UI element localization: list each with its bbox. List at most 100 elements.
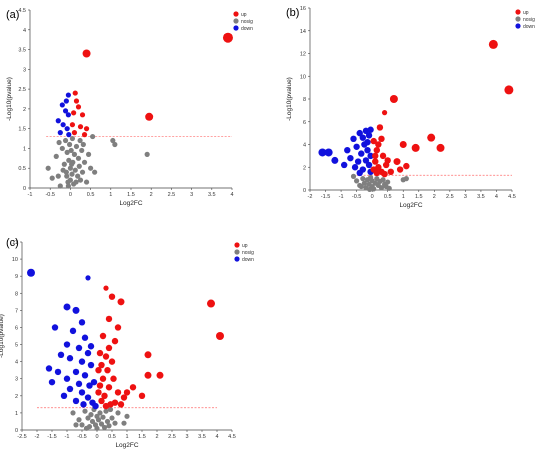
point-up	[381, 110, 388, 116]
x-tick-label: 1.5	[127, 192, 135, 198]
point-up	[71, 110, 77, 116]
point-up	[144, 351, 152, 359]
point-down	[350, 135, 357, 143]
point-up	[72, 90, 78, 96]
point-down	[351, 164, 359, 171]
x-tick-label: -1.5	[321, 194, 330, 200]
point-nosig	[60, 167, 66, 173]
point-nosig	[67, 177, 73, 183]
x-tick-label: 3.5	[477, 194, 485, 200]
point-nosig	[360, 176, 366, 182]
point-down	[57, 130, 63, 136]
y-tick-label: 7	[15, 308, 18, 314]
point-down	[86, 382, 93, 389]
point-nosig	[385, 179, 391, 185]
point-down	[55, 118, 61, 124]
x-tick-label: 1.5	[138, 434, 146, 440]
y-tick-label: 4	[15, 360, 18, 366]
point-up	[144, 371, 152, 379]
legend-label-nosig: nosig	[241, 19, 253, 25]
point-up	[411, 143, 420, 152]
point-nosig	[64, 149, 70, 155]
x-axis-title: Log2FC	[399, 202, 422, 209]
point-up	[436, 143, 445, 152]
point-nosig	[367, 186, 373, 193]
x-tick-label: 2	[150, 192, 153, 198]
y-tick-label: 4	[303, 143, 306, 149]
y-tick-label: 2	[23, 107, 26, 113]
point-down	[318, 148, 327, 157]
point-nosig	[53, 153, 59, 159]
point-up	[393, 158, 401, 166]
x-tick-label: -2	[35, 434, 40, 440]
point-down	[340, 161, 348, 169]
legend-label-down: down	[241, 26, 253, 32]
legend-label-nosig: nosig	[242, 250, 254, 256]
point-down	[324, 148, 333, 157]
point-down	[365, 132, 373, 139]
legend-label-down: down	[242, 257, 254, 263]
y-tick-label: 1	[23, 146, 26, 152]
point-nosig	[80, 141, 86, 148]
point-nosig	[57, 183, 63, 189]
point-nosig	[77, 137, 83, 144]
point-down	[65, 112, 71, 118]
legend-label-up: up	[523, 10, 529, 16]
x-tick-label: -2.5	[17, 434, 26, 440]
x-tick-label: -1	[65, 434, 70, 440]
x-tick-label: -0.5	[352, 194, 361, 200]
point-up	[373, 146, 381, 154]
point-up	[96, 382, 104, 389]
point-down	[364, 139, 371, 146]
point-nosig	[79, 147, 85, 154]
point-nosig	[64, 173, 70, 179]
point-nosig	[66, 141, 73, 148]
point-down	[65, 92, 71, 98]
point-nosig	[56, 139, 62, 146]
point-down	[66, 355, 74, 362]
y-axis-title: -Log10(pvalue)	[6, 77, 13, 121]
point-up	[71, 130, 78, 136]
point-nosig	[71, 151, 78, 157]
point-down	[45, 365, 53, 372]
point-down	[347, 154, 354, 162]
point-nosig	[371, 186, 377, 192]
point-up	[102, 402, 110, 410]
point-down	[354, 158, 362, 165]
x-tick-label: 4	[230, 192, 233, 198]
point-up	[389, 95, 398, 103]
point-up	[207, 299, 215, 308]
point-up	[382, 161, 390, 169]
point-nosig	[79, 169, 86, 175]
point-up	[69, 122, 76, 128]
point-up	[95, 389, 102, 396]
point-nosig	[73, 179, 79, 185]
point-nosig	[400, 177, 406, 183]
point-up	[114, 324, 122, 331]
y-tick-label: 3.5	[18, 48, 26, 54]
y-tick-label: 0	[15, 428, 18, 434]
y-tick-label: 1.5	[18, 127, 26, 133]
point-nosig	[85, 415, 91, 421]
x-tick-label: 4.5	[508, 194, 516, 200]
point-nosig	[73, 422, 79, 428]
legend-marker-down	[515, 23, 521, 29]
point-down	[78, 358, 86, 365]
point-up	[381, 170, 388, 178]
y-tick-label: 2	[303, 165, 306, 171]
legend-label-down: down	[523, 24, 535, 30]
point-down	[84, 394, 92, 401]
legend-marker-up	[515, 9, 521, 15]
point-nosig	[79, 422, 85, 428]
point-nosig	[386, 185, 392, 191]
point-down	[66, 132, 72, 138]
point-up	[99, 332, 107, 340]
point-nosig	[75, 155, 82, 161]
point-up	[114, 389, 122, 396]
point-nosig	[354, 178, 360, 184]
point-nosig	[65, 183, 71, 189]
point-down	[358, 150, 365, 157]
point-down	[92, 402, 99, 410]
